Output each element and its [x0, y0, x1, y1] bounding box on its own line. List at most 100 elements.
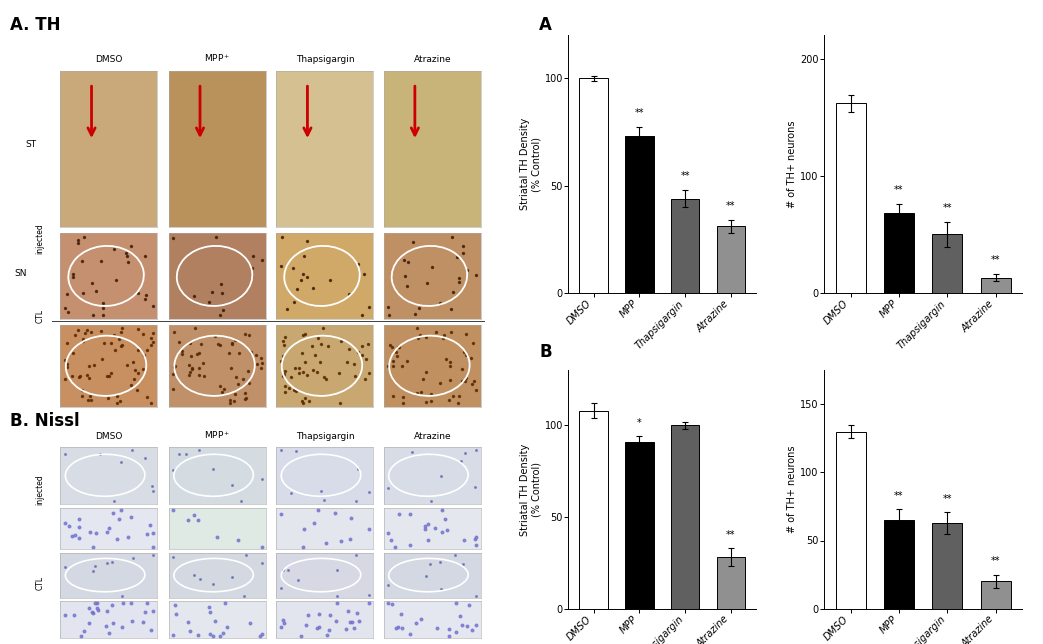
Point [321, 274, 338, 285]
Point [463, 379, 480, 389]
Point [453, 456, 469, 466]
Point [354, 310, 370, 320]
Point [380, 580, 396, 590]
Point [181, 367, 198, 377]
Point [272, 583, 289, 593]
Point [212, 310, 228, 320]
Point [274, 336, 291, 346]
Point [348, 607, 365, 618]
Point [102, 367, 119, 377]
Point [272, 444, 289, 455]
Point [306, 518, 322, 528]
Point [114, 621, 130, 632]
Bar [980, 582, 1011, 609]
Point [240, 378, 257, 388]
Point [288, 386, 305, 397]
Point [350, 464, 367, 475]
Point [305, 365, 321, 375]
Point [396, 271, 413, 281]
Point [143, 340, 160, 350]
Point [417, 366, 434, 377]
Point [433, 583, 450, 594]
Point [165, 369, 181, 379]
Point [342, 617, 359, 627]
Point [326, 507, 343, 518]
Point [289, 283, 306, 294]
Point [243, 346, 260, 357]
Point [166, 327, 183, 337]
Point [405, 237, 421, 247]
Point [380, 301, 396, 312]
Point [253, 629, 270, 639]
Point [123, 511, 140, 522]
Point [215, 305, 232, 315]
Point [272, 356, 289, 366]
Point [223, 339, 240, 350]
Point [94, 354, 111, 365]
Point [143, 398, 160, 408]
Point [394, 398, 411, 408]
Point [201, 607, 218, 617]
Point [73, 390, 90, 401]
Point [114, 340, 130, 350]
Point [383, 342, 399, 352]
Point [413, 614, 430, 624]
Point [297, 329, 314, 339]
Point [229, 379, 246, 389]
Point [286, 297, 302, 307]
Point [275, 618, 292, 628]
Point [81, 527, 98, 537]
Point [360, 339, 377, 349]
Point [468, 620, 485, 630]
Point [298, 236, 315, 247]
Point [66, 611, 82, 621]
Point [184, 364, 200, 374]
Point [195, 371, 212, 381]
Text: **: ** [726, 201, 735, 211]
Point [338, 623, 355, 634]
Point [86, 310, 102, 320]
Point [408, 618, 425, 629]
Point [339, 356, 356, 366]
Point [215, 384, 232, 394]
Point [293, 275, 310, 285]
Point [238, 393, 254, 403]
Point [346, 371, 363, 381]
Point [386, 542, 403, 552]
Point [407, 308, 423, 319]
Point [295, 398, 312, 408]
Point [393, 609, 410, 619]
Point [402, 509, 418, 519]
Point [276, 381, 293, 392]
Point [309, 623, 325, 633]
Point [104, 600, 121, 610]
Point [286, 385, 302, 395]
Point [90, 605, 106, 616]
Point [427, 523, 443, 533]
Point [460, 600, 477, 611]
Point [329, 598, 345, 609]
Bar [932, 234, 963, 293]
Bar [980, 278, 1011, 293]
Point [113, 327, 129, 337]
Bar [717, 557, 745, 609]
Point [56, 355, 73, 365]
Point [118, 248, 135, 258]
Point [71, 513, 88, 524]
Point [212, 339, 228, 350]
Point [165, 505, 181, 515]
Point [145, 542, 162, 552]
Point [311, 621, 328, 632]
Point [383, 535, 399, 545]
Point [145, 528, 162, 538]
Point [190, 515, 207, 525]
Point [356, 269, 372, 279]
Text: A: A [539, 16, 552, 34]
Point [349, 259, 366, 269]
Point [290, 363, 307, 374]
Point [62, 521, 78, 531]
Point [350, 616, 367, 627]
Point [58, 337, 75, 348]
Point [332, 397, 348, 408]
Point [236, 591, 252, 601]
